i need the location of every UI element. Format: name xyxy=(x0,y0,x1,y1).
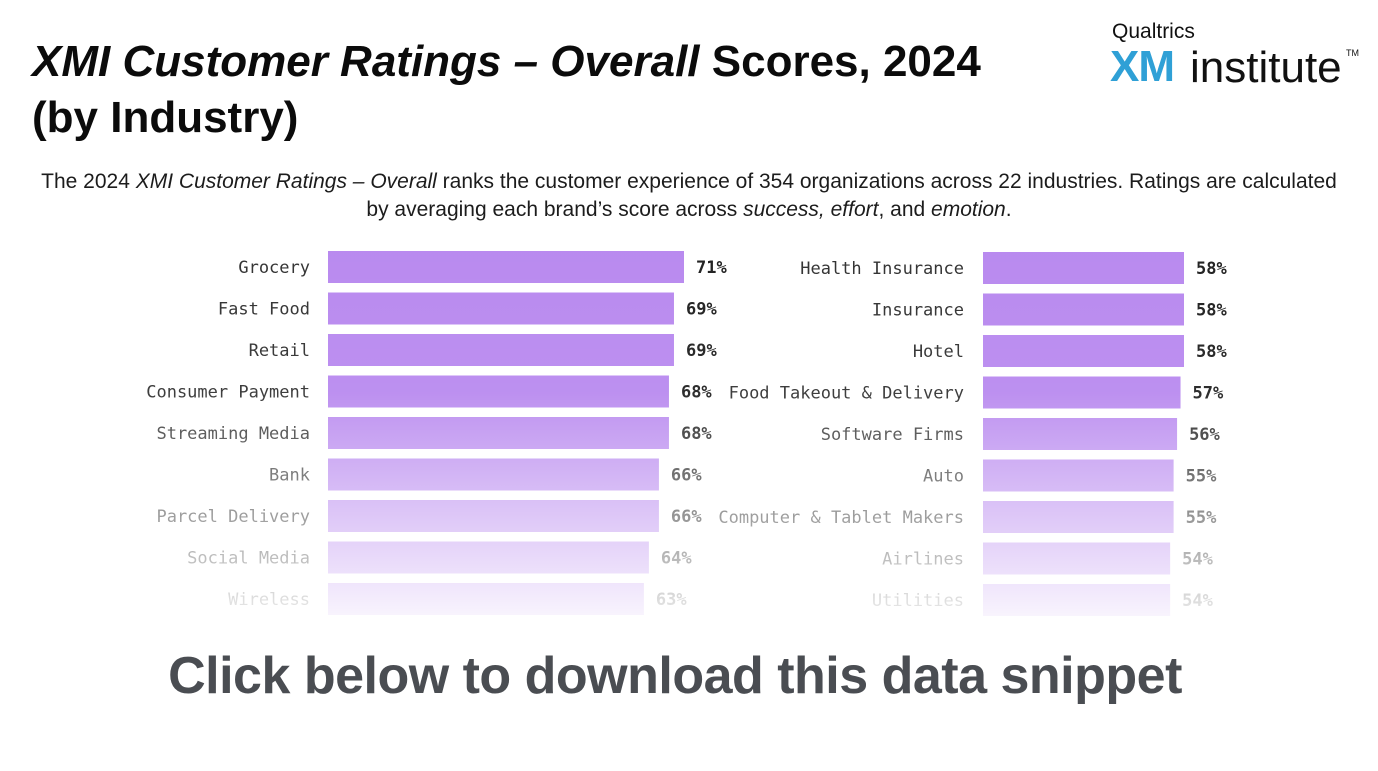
subtitle-italic-part: emotion xyxy=(931,198,1006,221)
subtitle-part: The 2024 xyxy=(41,170,136,193)
subtitle: The 2024 XMI Customer Ratings – Overall … xyxy=(30,168,1348,224)
page-title: XMI Customer Ratings – Overall Scores, 2… xyxy=(32,34,1052,146)
download-cta[interactable]: Click below to download this data snippe… xyxy=(168,647,1182,705)
fade-overlay xyxy=(0,240,1378,640)
title-line-2: (by Industry) xyxy=(32,93,299,142)
logo-institute-text: institute xyxy=(1190,43,1342,92)
subtitle-italic-part: success, effort xyxy=(743,198,879,221)
subtitle-italic-part: XMI Customer Ratings – Overall xyxy=(135,170,437,193)
logo-trademark: TM xyxy=(1346,48,1359,58)
title-plain-part: Scores, 2024 xyxy=(699,37,981,86)
title-italic-part: XMI Customer Ratings – Overall xyxy=(32,37,700,86)
subtitle-part: , and xyxy=(878,198,932,221)
logo-qualtrics-text: Qualtrics xyxy=(1112,20,1195,43)
logo-xm-text: XM xyxy=(1110,42,1175,91)
subtitle-part: . xyxy=(1005,198,1012,221)
xm-institute-logo: Qualtrics XM institute TM xyxy=(1110,20,1360,92)
industry-ratings-chart: Grocery71%Fast Food69%Retail69%Consumer … xyxy=(0,240,1378,640)
subtitle-part: ranks the customer experience of 354 org… xyxy=(366,170,1337,221)
